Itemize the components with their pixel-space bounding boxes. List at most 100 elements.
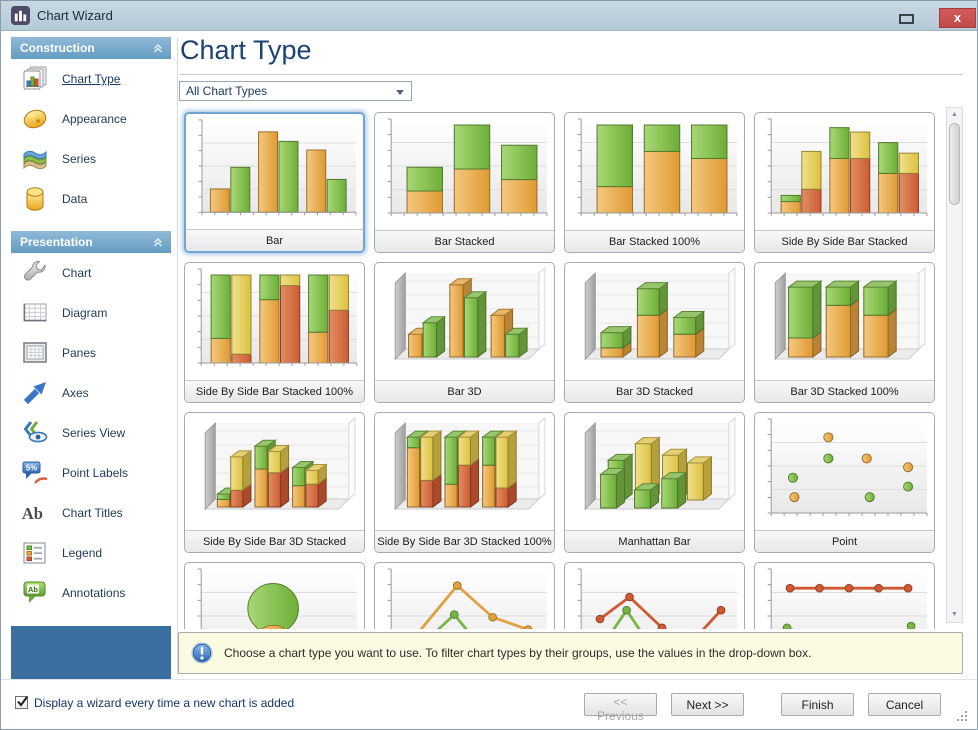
section-header-construction[interactable]: Construction (11, 37, 171, 59)
hint-panel: Choose a chart type you want to use. To … (178, 632, 963, 674)
sidebar-item-point-labels[interactable]: 5% Point Labels (11, 453, 171, 493)
chart-type-tile-label: Bar 3D (375, 380, 554, 402)
sidebar-item-chart-type[interactable]: Chart Type (11, 59, 171, 99)
section-label: Construction (20, 41, 95, 55)
chart-type-tile-bar-3d-stacked[interactable]: Bar 3D Stacked (564, 262, 745, 403)
sidebar-item-label: Axes (62, 386, 89, 400)
sidebar-item-label: Appearance (62, 112, 127, 126)
legend-icon (21, 539, 49, 567)
next-button[interactable]: Next >> (671, 693, 744, 716)
sidebar-item-label: Data (62, 192, 88, 206)
chart-type-filter-value: All Chart Types (186, 84, 268, 98)
close-button[interactable]: x (939, 8, 976, 28)
chart-type-list: Bar Bar Stacked Bar Stacked 100% Side By Si… (179, 107, 941, 629)
chart-thumbnail (387, 118, 548, 216)
data-icon (21, 185, 49, 213)
chart-thumbnail (767, 118, 928, 216)
sidebar-item-label: Legend (62, 546, 103, 560)
footer-divider (1, 679, 977, 680)
chart-type-tile-bar-stacked[interactable]: Bar Stacked (374, 112, 555, 253)
sidebar-item-label: Chart Type (62, 72, 121, 86)
sidebar-item-annotations[interactable]: Ab Annotations (11, 573, 171, 613)
section-header-presentation[interactable]: Presentation (11, 231, 171, 253)
chart-type-filter-dropdown[interactable]: All Chart Types (179, 81, 412, 101)
chart-thumbnail (584, 266, 736, 361)
chart-type-tile-side-by-side-bar-stacked[interactable]: Side By Side Bar Stacked (754, 112, 935, 253)
sidebar-item-panes[interactable]: Panes (11, 333, 171, 373)
minimize-button[interactable] (899, 14, 914, 24)
chart-type-tile-label: Bar 3D Stacked 100% (755, 380, 934, 402)
chevron-down-icon (396, 90, 404, 95)
chart-type-tile-manhattan-bar[interactable]: Manhattan Bar (564, 412, 745, 553)
chart-type-tile-point[interactable]: Point (754, 412, 935, 553)
vertical-scrollbar[interactable]: ▲ ▼ (946, 107, 963, 623)
chart-type-icon (21, 65, 49, 93)
chart-type-tile-side-by-side-bar-3d-stacked-100-[interactable]: Side By Side Bar 3D Stacked 100% (374, 412, 555, 553)
sidebar-item-appearance[interactable]: Appearance (11, 99, 171, 139)
finish-button[interactable]: Finish (781, 693, 854, 716)
sidebar-footer-panel (11, 626, 171, 679)
annotations-icon: Ab (21, 579, 49, 607)
display-wizard-checkbox[interactable] (15, 696, 28, 709)
chart-thumbnail (577, 568, 737, 629)
scroll-down-icon[interactable]: ▼ (951, 611, 958, 618)
chart-type-tile-side-by-side-bar-stacked-100-[interactable]: Side By Side Bar Stacked 100% (184, 262, 365, 403)
chart-type-tile-bar[interactable]: Bar (184, 112, 365, 253)
point-labels-icon: 5% (21, 459, 49, 487)
chart-icon (21, 259, 49, 287)
chart-type-tile-bar-3d-stacked-100-[interactable]: Bar 3D Stacked 100% (754, 262, 935, 403)
sidebar-divider (177, 37, 178, 675)
chart-type-tile-bar-3d[interactable]: Bar 3D (374, 262, 555, 403)
sidebar-item-legend[interactable]: Legend (11, 533, 171, 573)
appearance-icon (21, 105, 49, 133)
chart-type-tile-label: Side By Side Bar 3D Stacked (185, 530, 364, 552)
series-icon (21, 145, 49, 173)
sidebar-item-label: Diagram (62, 306, 108, 320)
sidebar-item-diagram[interactable]: Diagram (11, 293, 171, 333)
sidebar-item-data[interactable]: Data (11, 179, 171, 219)
chart-thumbnail (394, 416, 546, 511)
sidebar-item-series[interactable]: Series (11, 139, 171, 179)
chart-type-tile-side-by-side-bar-3d-stacked[interactable]: Side By Side Bar 3D Stacked (184, 412, 365, 553)
sidebar-item-label: Point Labels (62, 466, 129, 480)
collapse-chevron-icon[interactable] (152, 236, 164, 248)
svg-text:5%: 5% (26, 464, 38, 473)
sidebar-item-label: Chart (62, 266, 92, 280)
scrollbar-thumb[interactable] (949, 123, 960, 205)
section-label: Presentation (20, 235, 93, 249)
chart-thumbnail (577, 118, 738, 216)
chart-type-tile[interactable] (564, 562, 745, 629)
chart-type-tile-label: Side By Side Bar Stacked (755, 230, 934, 252)
collapse-chevron-icon[interactable] (152, 42, 164, 54)
sidebar-item-label: Series (62, 152, 97, 166)
chart-thumbnail (584, 416, 736, 511)
chart-thumbnail (767, 568, 927, 629)
chart-type-tile[interactable] (754, 562, 935, 629)
chart-thumbnail (197, 568, 357, 629)
chart-thumbnail (767, 418, 928, 516)
svg-text:Ab: Ab (22, 504, 43, 523)
diagram-icon (21, 299, 49, 327)
sidebar-item-label: Annotations (62, 586, 126, 600)
chart-type-tile-bar-stacked-100-[interactable]: Bar Stacked 100% (564, 112, 745, 253)
sidebar-item-axes[interactable]: Axes (11, 373, 171, 413)
scroll-up-icon[interactable]: ▲ (951, 111, 958, 118)
chart-type-tile-label: Side By Side Bar 3D Stacked 100% (375, 530, 554, 552)
chart-type-tile-label: Bar 3D Stacked (565, 380, 744, 402)
chart-type-tile[interactable] (184, 562, 365, 629)
panes-icon (21, 339, 49, 367)
chart-thumbnail (204, 416, 356, 511)
title-bar[interactable]: Chart Wizard x (1, 1, 977, 31)
sidebar-item-chart[interactable]: Chart (11, 253, 171, 293)
sidebar-item-label: Chart Titles (62, 506, 123, 520)
chart-type-tile[interactable] (374, 562, 555, 629)
chart-thumbnail (198, 119, 357, 216)
chart-titles-icon: Ab (21, 499, 49, 527)
sidebar-item-chart-titles[interactable]: Ab Chart Titles (11, 493, 171, 533)
cancel-button[interactable]: Cancel (868, 693, 941, 716)
resize-grip[interactable] (955, 709, 969, 723)
chart-thumbnail (394, 266, 546, 361)
previous-button[interactable]: << Previous (584, 693, 657, 723)
sidebar-item-series-view[interactable]: Series View (11, 413, 171, 453)
sidebar-item-label: Series View (62, 426, 126, 440)
